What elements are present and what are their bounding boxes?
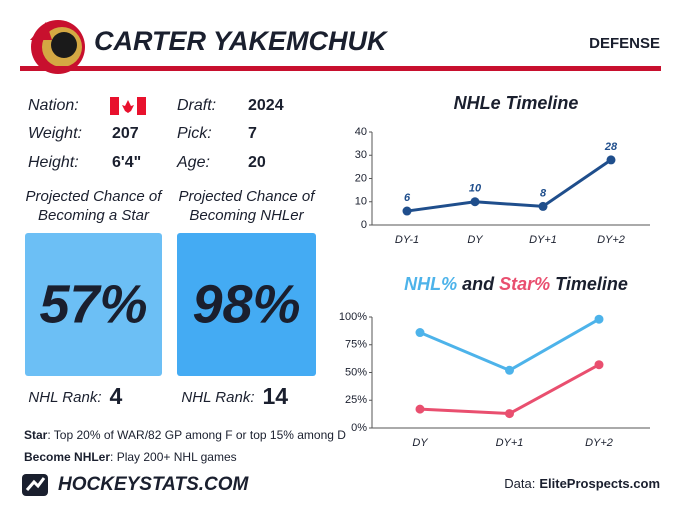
x-tick-label: DY	[467, 234, 483, 246]
data-point	[415, 404, 425, 414]
series-line	[406, 158, 612, 213]
data-label: 28	[604, 141, 618, 153]
data-point	[402, 206, 412, 216]
bio-value: 207	[112, 125, 139, 142]
y-tick-label: 75%	[345, 339, 367, 351]
source: Data: EliteProspects.com	[504, 476, 660, 491]
bio-value: 20	[248, 154, 266, 171]
x-tick-label: DY+2	[597, 234, 625, 246]
y-tick-label: 30	[355, 149, 367, 161]
y-tick-label: 50%	[345, 366, 367, 378]
data-label: 8	[540, 187, 547, 199]
source-label: Data:	[504, 476, 535, 491]
data-point	[594, 314, 604, 324]
bio-label: Draft:	[177, 97, 216, 114]
y-tick-label: 0	[361, 219, 367, 231]
chart-title: NHLe Timeline	[454, 93, 579, 113]
brand: HOCKEYSTATS.COM	[58, 474, 250, 495]
title-word: and	[462, 274, 495, 294]
x-tick-label: DY+2	[585, 437, 613, 449]
note-term: Star	[24, 428, 48, 442]
y-tick-label: 10	[355, 196, 367, 208]
bio-label: Age:	[176, 154, 210, 171]
rank-label: NHL Rank:	[181, 389, 254, 406]
projection-value: 57%	[39, 274, 147, 334]
y-tick-label: 0%	[351, 422, 367, 434]
data-point	[505, 409, 514, 419]
projection-title: Projected Chance of Becoming NHLer	[179, 188, 317, 224]
note-text: : Play 200+ NHL games	[110, 450, 237, 464]
projection-box	[177, 233, 316, 376]
note: Star: Top 20% of WAR/82 GP among F or to…	[24, 428, 346, 442]
title-word: Timeline	[555, 274, 628, 294]
data-point	[505, 365, 514, 375]
player-name: CARTER YAKEMCHUK	[94, 26, 389, 56]
legend-entry: Star%	[499, 274, 550, 294]
divider	[20, 66, 661, 71]
source-name: EliteProspects.com	[539, 476, 660, 491]
projection-value: 98%	[192, 274, 300, 334]
bio-label: Weight:	[28, 125, 82, 142]
note-term: Become NHLer	[24, 450, 110, 464]
chart-title: NHL% and Star% Timeline	[404, 274, 628, 294]
note: Become NHLer: Play 200+ NHL games	[24, 450, 237, 464]
title-line: Projected Chance of	[179, 188, 317, 205]
data-label: 6	[404, 192, 411, 204]
title-line: Projected Chance of	[26, 188, 164, 205]
x-tick-label: DY+1	[529, 234, 557, 246]
data-point	[470, 197, 480, 207]
bio-value: 7	[248, 125, 257, 142]
x-tick-label: DY-1	[395, 234, 419, 246]
bio-value: 2024	[248, 97, 284, 114]
team-logo	[30, 20, 85, 74]
data-label: 10	[469, 183, 482, 195]
x-tick-label: DY+1	[496, 437, 524, 449]
rank-value: 14	[263, 383, 289, 409]
bio-label: Height:	[28, 154, 79, 171]
data-point	[606, 155, 616, 165]
data-point	[594, 360, 604, 370]
bio-value: 6'4"	[112, 154, 141, 171]
data-point	[538, 201, 548, 211]
series-line	[419, 317, 600, 372]
y-tick-label: 40	[355, 126, 367, 138]
x-tick-label: DY	[412, 437, 428, 449]
rank-value: 4	[110, 383, 123, 409]
y-tick-label: 25%	[345, 394, 367, 406]
title-line: Becoming NHLer	[189, 207, 304, 224]
data-point	[415, 328, 425, 338]
bio-label: Nation:	[28, 97, 79, 114]
legend-entry: NHL%	[404, 274, 457, 294]
y-tick-label: 100%	[339, 311, 367, 323]
flag	[110, 97, 146, 115]
title-line: Becoming a Star	[38, 207, 150, 224]
y-tick-label: 20	[355, 172, 367, 184]
brand-logo	[22, 474, 48, 496]
projection-box	[25, 233, 162, 376]
projection-title: Projected Chance of Becoming a Star	[26, 188, 164, 224]
position: DEFENSE	[589, 35, 660, 52]
note-text: : Top 20% of WAR/82 GP among F or top 15…	[47, 428, 346, 442]
rank-label: NHL Rank:	[28, 389, 101, 406]
bio-label: Pick:	[177, 125, 212, 142]
